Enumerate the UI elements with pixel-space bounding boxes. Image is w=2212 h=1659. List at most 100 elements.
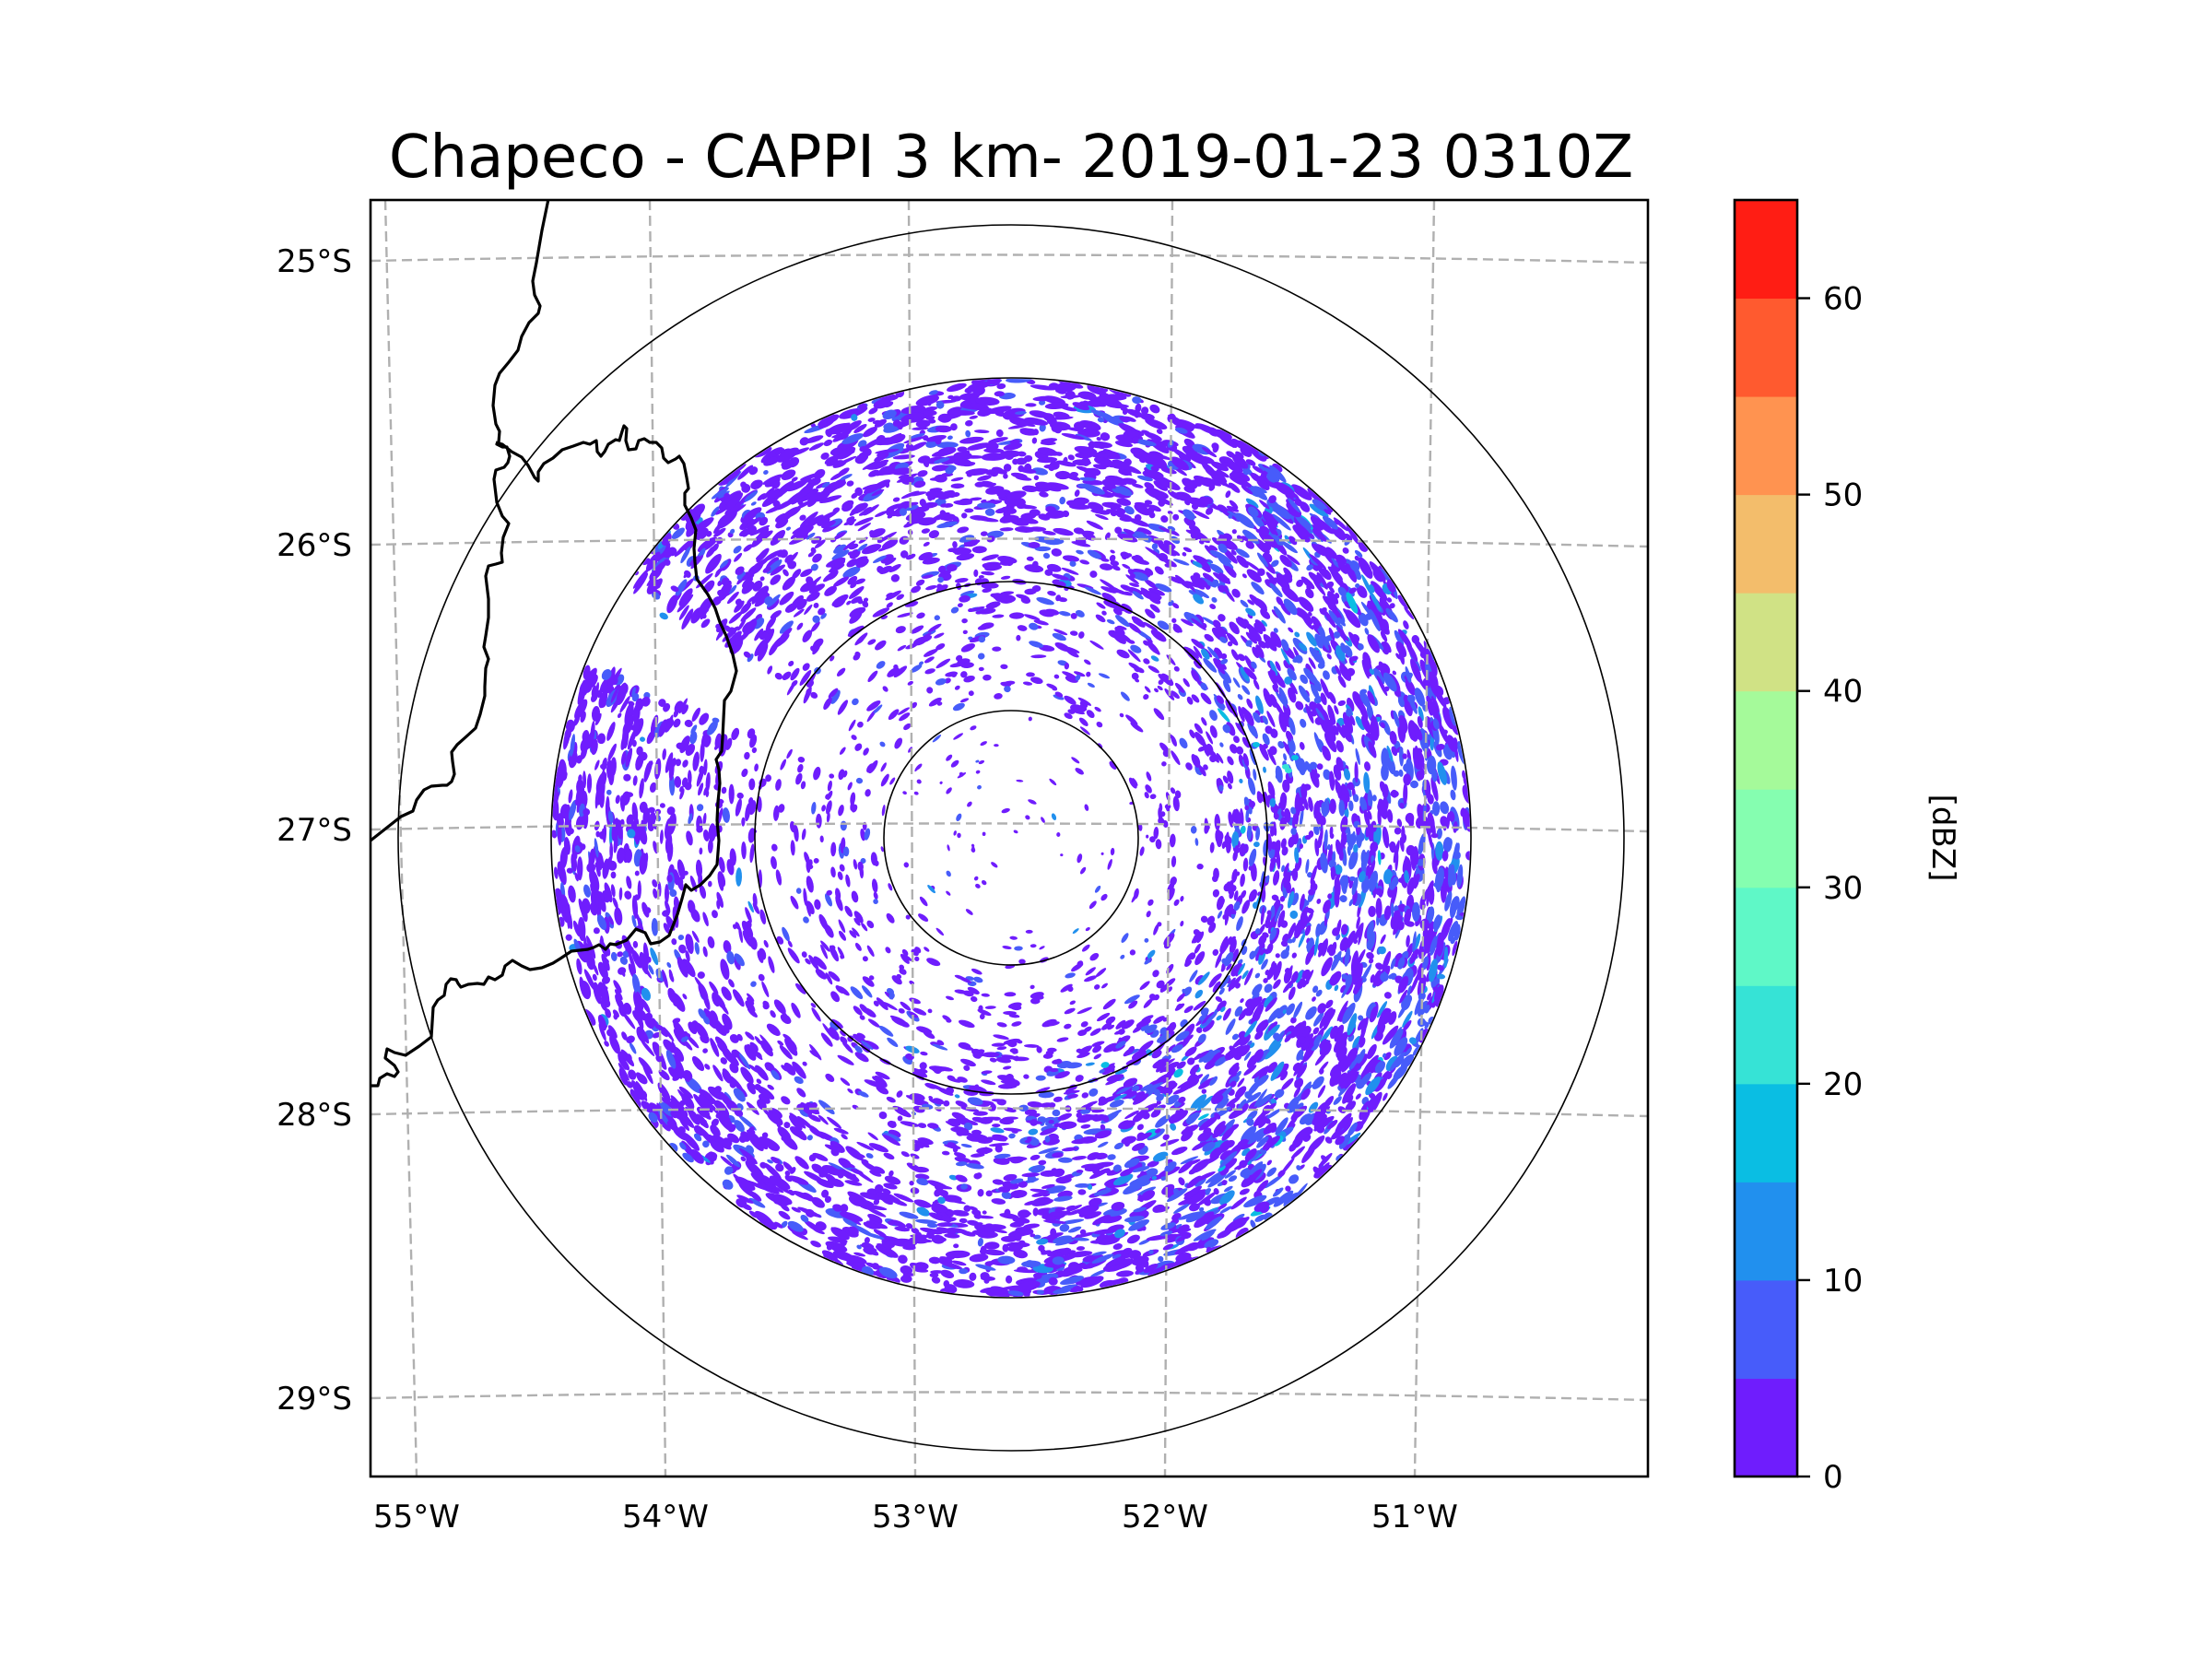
radar-echo-cell	[1059, 496, 1066, 505]
radar-echo-cell	[857, 721, 864, 728]
radar-echo-cell	[914, 956, 920, 962]
radar-echo-cell	[1170, 1123, 1177, 1131]
radar-echo-cell	[899, 1211, 919, 1219]
radar-echo-cell	[1139, 846, 1145, 856]
radar-echo-cell	[982, 1052, 1000, 1058]
radar-echo-cell	[783, 1062, 796, 1076]
radar-echo-cell	[722, 1071, 732, 1084]
radar-echo-cell	[927, 1123, 939, 1129]
radar-echo-cell	[866, 920, 875, 929]
radar-echo-cell	[1404, 606, 1415, 620]
radar-echo-cell	[1052, 1109, 1061, 1117]
radar-echo-cell	[900, 953, 910, 964]
radar-echo-cell	[1053, 694, 1065, 700]
radar-echo-cell	[1275, 773, 1282, 780]
radar-echo-cell	[1190, 826, 1197, 834]
radar-echo-cell	[1152, 970, 1159, 978]
radar-echo-cell	[1005, 1275, 1013, 1284]
radar-echo-cell	[1110, 560, 1120, 567]
radar-echo-cell	[867, 1207, 887, 1218]
radar-echo-cell	[1209, 545, 1218, 551]
radar-echo-cell	[1058, 1121, 1077, 1130]
radar-echo-cell	[1235, 451, 1244, 459]
radar-echo-cell	[1182, 551, 1187, 557]
radar-echo-cell	[1355, 1093, 1361, 1100]
radar-echo-cell	[619, 956, 629, 965]
radar-echo-cell	[1112, 1242, 1123, 1251]
radar-echo-cell	[1232, 677, 1241, 688]
radar-echo-cell	[1144, 686, 1151, 693]
radar-echo-cell	[903, 723, 912, 731]
radar-echo-cell	[848, 719, 856, 732]
radar-echo-cell	[810, 621, 820, 632]
radar-echo-cell	[911, 625, 924, 634]
radar-echo-cell	[1053, 674, 1060, 679]
radar-echo-cell	[696, 804, 704, 812]
radar-echo-cell	[1402, 1010, 1413, 1029]
radar-echo-cell	[911, 701, 918, 709]
radar-echo-cell	[1441, 729, 1448, 735]
radar-echo-cell	[775, 1163, 784, 1172]
radar-echo-cell	[924, 947, 930, 952]
radar-echo-cell	[674, 539, 692, 558]
radar-echo-cell	[950, 483, 965, 489]
radar-echo-cell	[699, 847, 703, 855]
radar-echo-cell	[1038, 1159, 1047, 1166]
radar-echo-cell	[1149, 404, 1160, 414]
radar-echo-cell	[926, 958, 941, 967]
radar-echo-cell	[1159, 1027, 1168, 1035]
radar-echo-cell	[1206, 559, 1214, 564]
radar-echo-cell	[957, 832, 961, 839]
radar-echo-cell	[1386, 757, 1396, 775]
radar-echo-cell	[1357, 1018, 1367, 1031]
radar-echo-cell	[1180, 1156, 1199, 1165]
radar-echo-cell	[823, 439, 833, 447]
radar-echo-cell	[900, 550, 909, 559]
radar-echo-cell	[1077, 853, 1083, 864]
radar-echo-cell	[912, 427, 929, 430]
radar-echo-cell	[831, 549, 850, 560]
radar-echo-cell	[1145, 418, 1168, 429]
radar-echo-cell	[1158, 1255, 1164, 1263]
radar-echo-cell	[1136, 1186, 1157, 1196]
radar-echo-layer	[552, 379, 1470, 1297]
radar-echo-cell	[759, 1093, 771, 1104]
radar-echo-cell	[648, 964, 654, 975]
radar-echo-cell	[1323, 670, 1330, 680]
radar-echo-cell	[1139, 1102, 1159, 1114]
radar-echo-cell	[678, 944, 687, 954]
radar-echo-cell	[666, 961, 672, 969]
radar-echo-cell	[609, 1034, 620, 1054]
radar-echo-cell	[757, 642, 769, 662]
radar-echo-cell	[1219, 1206, 1232, 1214]
radar-echo-cell	[847, 575, 858, 585]
radar-echo-cell	[1023, 614, 1041, 621]
radar-echo-cell	[1386, 597, 1393, 603]
radar-echo-cell	[970, 725, 977, 731]
radar-echo-cell	[737, 618, 747, 631]
radar-echo-cell	[965, 419, 973, 427]
radar-echo-cell	[1375, 962, 1384, 971]
radar-echo-cell	[1435, 841, 1444, 861]
radar-echo-cell	[728, 783, 735, 805]
radar-echo-cell	[857, 523, 872, 532]
radar-echo-cell	[814, 899, 821, 910]
radar-echo-cell	[896, 1090, 903, 1098]
radar-echo-cell	[1200, 692, 1212, 705]
radar-echo-cell	[842, 846, 850, 857]
radar-echo-cell	[1395, 653, 1401, 660]
radar-echo-cell	[1157, 620, 1170, 630]
radar-echo-cell	[711, 506, 720, 517]
radar-echo-cell	[1255, 1019, 1269, 1033]
radar-echo-cell	[1090, 1269, 1107, 1277]
radar-echo-cell	[960, 1143, 972, 1148]
radar-echo-cell	[1150, 629, 1167, 642]
radar-echo-cell	[973, 876, 979, 881]
radar-echo-cell	[1079, 726, 1090, 735]
radar-echo-cell	[1200, 915, 1208, 924]
radar-echo-cell	[1266, 711, 1276, 728]
radar-echo-cell	[1008, 1133, 1016, 1139]
radar-echo-cell	[1096, 602, 1106, 609]
radar-echo-cell	[729, 1033, 739, 1043]
